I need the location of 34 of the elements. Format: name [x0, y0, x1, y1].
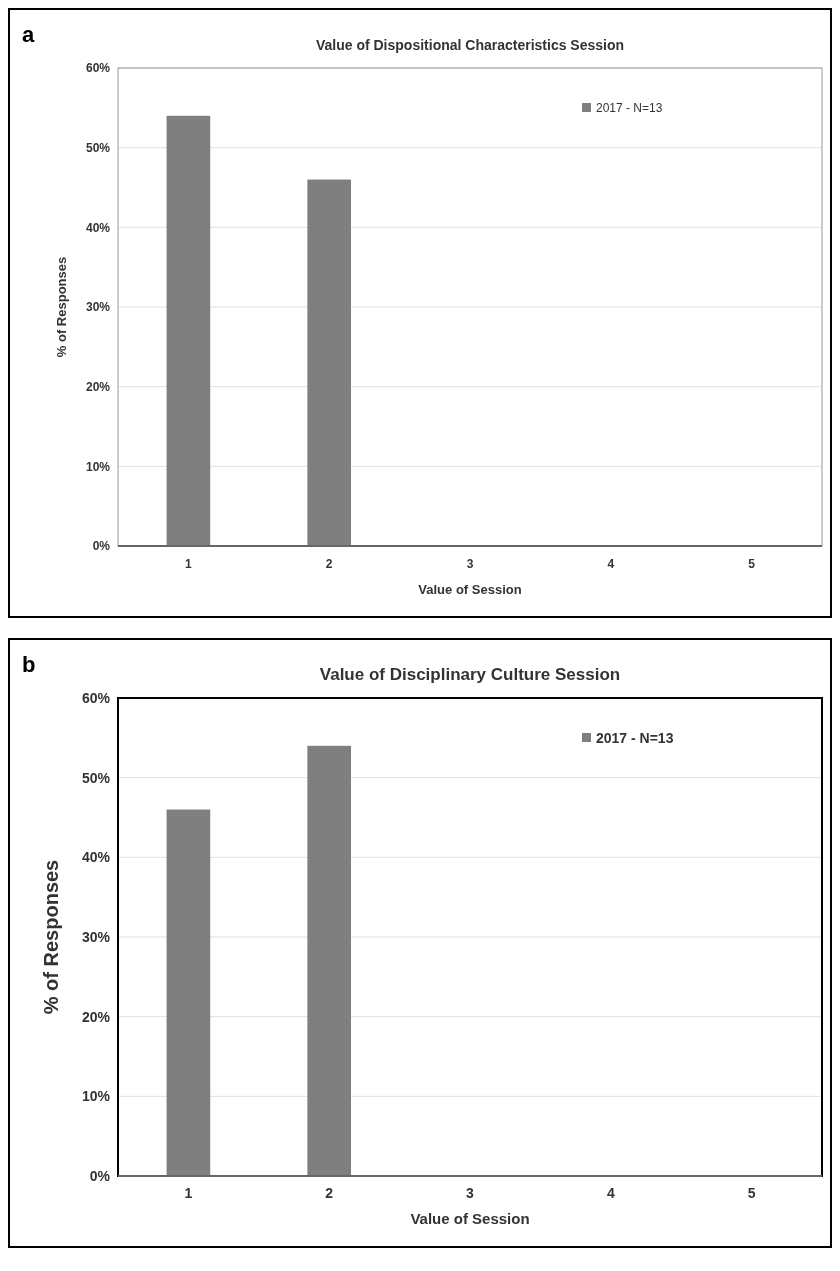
y-tick-label: 30% [85, 300, 111, 315]
y-tick-label: 50% [85, 140, 111, 155]
x-tick-label: 2 [325, 1185, 334, 1201]
text: b [22, 652, 36, 677]
y-tick-label: 60% [81, 689, 111, 706]
y-tick-label: 60% [85, 61, 111, 76]
y-tick-label: 30% [81, 928, 111, 945]
text: a [22, 22, 35, 47]
y-tick-label: 40% [81, 849, 111, 866]
y-axis-title: % of Responses [40, 859, 62, 1015]
x-tick-label: 4 [607, 557, 615, 571]
legend-label: 2017 - N=13 [596, 101, 663, 116]
y-tick-label: 50% [81, 769, 111, 786]
y-tick-label: 0% [89, 1167, 111, 1184]
y-tick-label: 20% [81, 1008, 111, 1025]
chart-title: Value of Disciplinary Culture Session [319, 665, 621, 684]
y-tick-label: 10% [81, 1088, 111, 1105]
x-tick-label: 4 [606, 1185, 615, 1201]
x-tick-label: 5 [747, 1185, 756, 1201]
x-axis-title: Value of Session [410, 1210, 530, 1227]
y-axis-title: % of Responses [54, 256, 69, 358]
y-tick-label: 40% [85, 220, 111, 235]
x-axis-title: Value of Session [418, 582, 522, 597]
x-tick-label: 1 [184, 1185, 193, 1201]
y-tick-label: 10% [85, 459, 111, 474]
x-tick-label: 5 [748, 557, 756, 571]
y-tick-label: 0% [92, 539, 111, 554]
chart-title: Value of Dispositional Characteristics Session [315, 37, 625, 53]
y-tick-label: 20% [85, 379, 111, 394]
x-tick-label: 1 [185, 557, 193, 571]
x-tick-label: 2 [325, 557, 333, 571]
legend-label: 2017 - N=13 [596, 729, 674, 746]
x-tick-label: 3 [466, 1185, 475, 1201]
x-tick-label: 3 [466, 557, 474, 571]
